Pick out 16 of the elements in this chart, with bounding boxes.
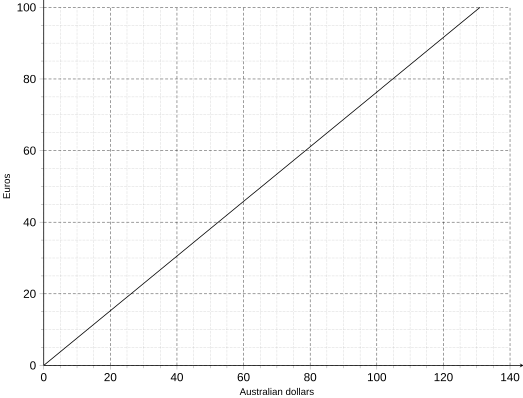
x-tick-label: 80 — [304, 372, 316, 382]
y-tick-label: 20 — [24, 290, 36, 298]
y-tick-label: 100 — [18, 3, 36, 12]
x-tick-label: 140 — [501, 372, 520, 382]
x-tick-label: 100 — [368, 372, 386, 382]
x-tick-label: 120 — [434, 372, 453, 382]
x-tick-label: 20 — [104, 372, 116, 382]
x-tick-label: 60 — [238, 372, 250, 382]
y-axis-title: Euros — [3, 174, 10, 198]
x-tick-label: 40 — [170, 372, 183, 382]
x-tick-label: 0 — [40, 372, 47, 382]
y-tick-label: 80 — [24, 74, 36, 83]
y-tick-label: 0 — [30, 361, 36, 370]
y-tick-label: 60 — [24, 146, 36, 155]
x-axis-title: Australian dollars — [240, 388, 314, 395]
y-tick-label: 40 — [23, 218, 36, 226]
